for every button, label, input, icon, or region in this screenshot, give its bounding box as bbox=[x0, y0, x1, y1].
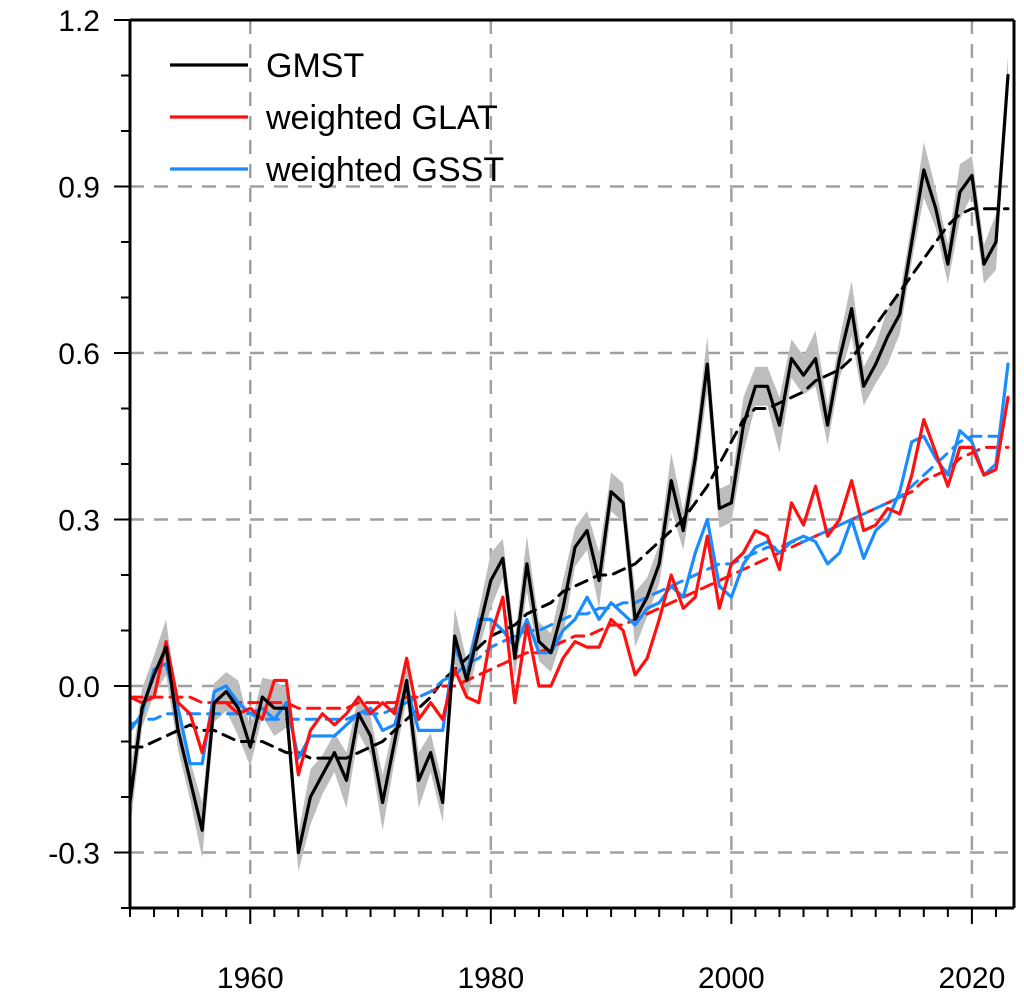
x-tick-label: 1960 bbox=[217, 962, 284, 995]
axes bbox=[128, 18, 1016, 910]
y-tick-label: 0.9 bbox=[58, 172, 100, 205]
gmst-line bbox=[128, 73, 1010, 855]
y-tick-label: 1.2 bbox=[58, 5, 100, 38]
legend-label: weighted GSST bbox=[265, 151, 504, 189]
y-tick-label: 0.6 bbox=[58, 338, 100, 371]
x-tick-label: 2020 bbox=[939, 962, 1006, 995]
series-lines bbox=[128, 73, 1010, 855]
weighted-glat-line bbox=[128, 395, 1010, 777]
x-tick-label: 2000 bbox=[698, 962, 765, 995]
trend-line-1 bbox=[128, 207, 1010, 760]
weighted-gsst-line bbox=[128, 362, 1010, 766]
legend-label: GMST bbox=[266, 47, 364, 85]
y-tick-label: 0.3 bbox=[58, 505, 100, 538]
y-tick-label: 0.0 bbox=[58, 671, 100, 704]
x-tick-label: 1980 bbox=[457, 962, 524, 995]
y-tick-label: -0.3 bbox=[48, 838, 100, 871]
trend-line-3 bbox=[128, 445, 1010, 710]
legend-label: weighted GLAT bbox=[265, 99, 498, 137]
trend-line-5 bbox=[128, 434, 1010, 727]
legend: GMST weighted GLAT weighted GSST bbox=[170, 47, 504, 189]
axis-ticks: 1960 1980 2000 2020 -0.3 0.0 0.3 0.6 0.9 1.2 bbox=[48, 5, 1005, 995]
